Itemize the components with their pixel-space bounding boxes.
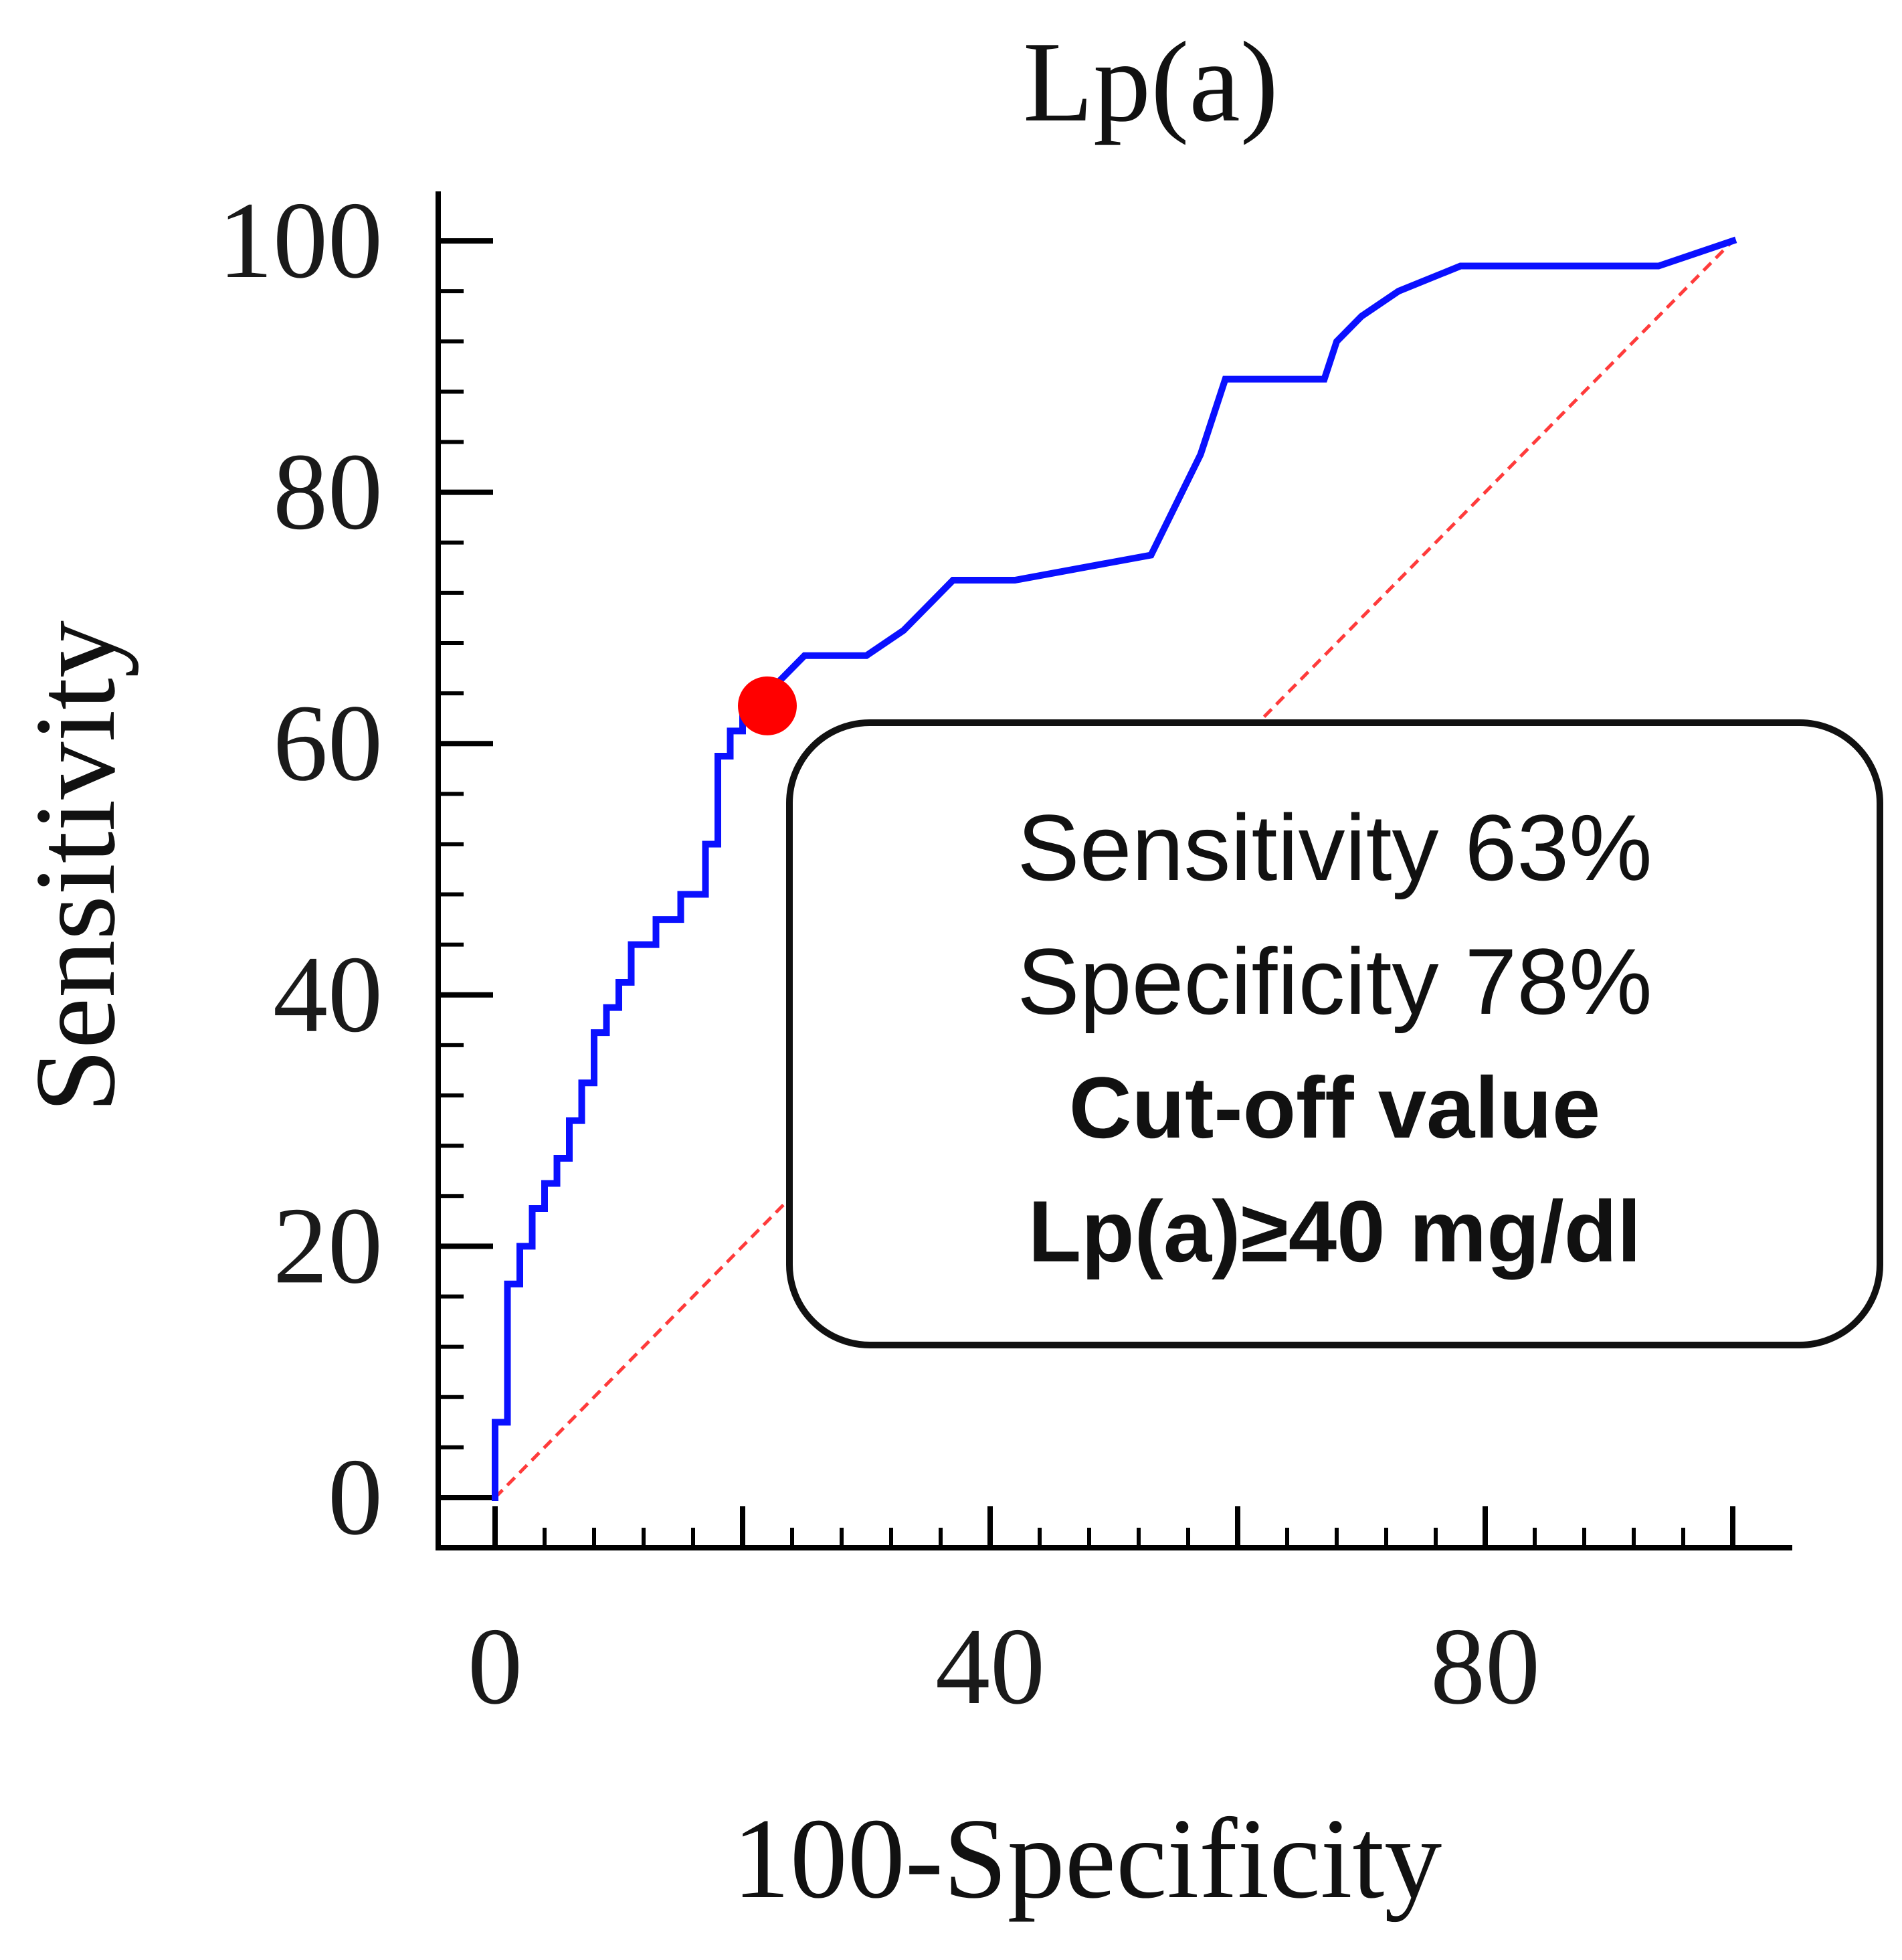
x-tick-label: 40 xyxy=(935,1606,1045,1727)
y-tick-label: 60 xyxy=(273,683,383,804)
annotation-cutoff-value: 40 mg/dl xyxy=(1289,1182,1641,1280)
annotation-sensitivity-label: Sensitivity xyxy=(1017,795,1438,900)
annotation-specificity-value: 78% xyxy=(1464,929,1652,1034)
y-tick-label: 0 xyxy=(328,1437,383,1558)
reference-line xyxy=(494,240,1734,1499)
annotation-frame xyxy=(786,719,1883,1348)
y-axis-label: Sensitivity xyxy=(12,620,139,1113)
annotation-cutoff-title: Cut-off value xyxy=(1069,1059,1600,1156)
axes-layer xyxy=(436,191,1792,1550)
annotation-sensitivity-value: 63% xyxy=(1464,795,1652,900)
annotation-specificity-label: Specificity xyxy=(1017,929,1438,1034)
x-axis-label: 100-Specificity xyxy=(733,1795,1442,1923)
x-tick-label: 0 xyxy=(468,1606,522,1727)
series-layer xyxy=(492,236,1737,1501)
annotation-specificity: Specificity 78% xyxy=(1017,929,1652,1034)
annotation-cutoff-prefix: Lp(a) xyxy=(1028,1182,1241,1280)
roc-curve-line xyxy=(492,236,1737,1501)
annotation-box: Sensitivity 63% Specificity 78% Cut-off … xyxy=(786,719,1883,1348)
annotation-cutoff-operator: ≥ xyxy=(1240,1182,1288,1280)
chart-title: Lp(a) xyxy=(1023,19,1278,146)
annotation-sensitivity: Sensitivity 63% xyxy=(1017,795,1652,900)
cutoff-point-marker xyxy=(738,676,797,735)
annotation-cutoff-rule: Lp(a)≥40 mg/dl xyxy=(1028,1182,1641,1280)
ticks-layer: 0 20 40 60 80 100 0 40 80 xyxy=(218,180,1735,1727)
x-tick-label: 80 xyxy=(1430,1606,1540,1727)
y-tick-label: 100 xyxy=(218,180,383,301)
y-tick-label: 40 xyxy=(273,934,383,1055)
y-tick-label: 80 xyxy=(273,432,383,553)
y-tick-label: 20 xyxy=(273,1185,383,1306)
